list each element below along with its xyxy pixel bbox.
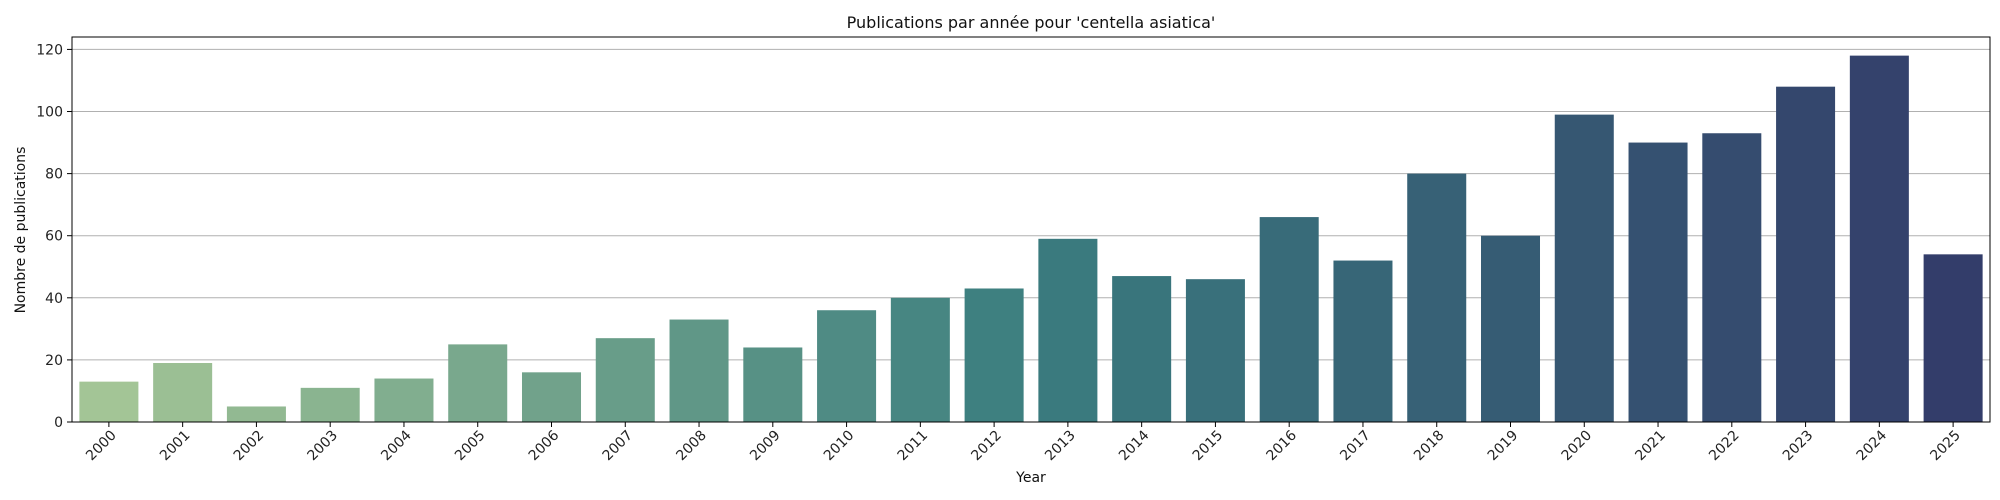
x-tick-label: 2023 xyxy=(1780,428,1817,465)
y-tick-label: 120 xyxy=(36,42,63,58)
bar-2017 xyxy=(1333,260,1393,422)
x-axis-ticks: 2000 2001 2002 2003 2004 2005 2006 2007 2008 2009… xyxy=(83,422,1964,464)
x-tick-label: 2013 xyxy=(1042,428,1079,465)
x-tick-label: 2025 xyxy=(1927,428,1964,465)
x-tick-label: 2016 xyxy=(1264,427,1301,464)
x-tick-label: 2021 xyxy=(1632,428,1669,465)
bar-2006 xyxy=(521,372,582,422)
y-axis-ticks: 0 20 40 60 80 100 120 xyxy=(36,42,72,431)
x-tick-label: 2022 xyxy=(1706,428,1743,465)
x-tick-label: 2000 xyxy=(83,428,120,465)
bars xyxy=(79,55,1983,423)
bar-2010 xyxy=(817,310,877,422)
bar-2002 xyxy=(226,406,286,422)
x-axis-title: Year xyxy=(1015,470,1046,486)
y-tick-label: 60 xyxy=(45,229,63,245)
bar-2025 xyxy=(1923,254,1983,422)
y-tick-label: 40 xyxy=(45,291,63,307)
bar-2020 xyxy=(1554,114,1614,422)
bar-2013 xyxy=(1038,238,1098,422)
x-tick-label: 2018 xyxy=(1411,428,1448,465)
x-tick-label: 2007 xyxy=(600,428,637,465)
bar-2016 xyxy=(1259,217,1319,422)
x-tick-label: 2012 xyxy=(968,428,1005,465)
bar-2019 xyxy=(1480,235,1541,422)
x-tick-label: 2004 xyxy=(378,427,415,464)
bar-2021 xyxy=(1628,142,1688,422)
bar-2011 xyxy=(890,297,950,422)
bar-2008 xyxy=(669,319,729,422)
x-tick-label: 2010 xyxy=(821,428,858,465)
bar-2005 xyxy=(448,344,508,422)
bar-2000 xyxy=(79,381,139,422)
plot-frame xyxy=(71,36,1991,423)
y-tick-label: 0 xyxy=(54,415,63,431)
bar-2014 xyxy=(1112,276,1172,422)
bar-2004 xyxy=(374,378,434,422)
bar-2023 xyxy=(1776,86,1836,422)
bar-2001 xyxy=(153,363,213,422)
x-tick-label: 2015 xyxy=(1190,428,1227,465)
bar-2018 xyxy=(1407,173,1467,422)
x-tick-label: 2014 xyxy=(1116,427,1153,464)
bar-2024 xyxy=(1849,55,1909,423)
x-tick-label: 2017 xyxy=(1337,428,1374,465)
x-tick-label: 2024 xyxy=(1854,427,1891,464)
y-tick-label: 80 xyxy=(45,167,63,183)
x-tick-label: 2003 xyxy=(305,428,342,465)
x-tick-label: 2009 xyxy=(747,428,784,465)
bar-2015 xyxy=(1185,279,1245,422)
x-tick-label: 2006 xyxy=(526,427,563,464)
x-tick-label: 2008 xyxy=(673,428,710,465)
y-tick-label: 100 xyxy=(36,105,63,121)
x-tick-label: 2001 xyxy=(157,428,194,465)
bar-2007 xyxy=(595,338,655,422)
y-tick-label: 20 xyxy=(45,353,63,369)
x-tick-label: 2020 xyxy=(1559,428,1596,465)
x-tick-label: 2011 xyxy=(895,428,932,465)
y-axis-title: Nombre de publications xyxy=(13,147,29,314)
bar-2012 xyxy=(964,288,1024,422)
bar-2022 xyxy=(1702,133,1762,422)
x-tick-label: 2019 xyxy=(1485,428,1522,465)
bar-2009 xyxy=(743,347,803,422)
x-tick-label: 2005 xyxy=(452,428,489,465)
bar-2003 xyxy=(300,387,360,422)
chart-title: Publications par année pour 'centella as… xyxy=(847,13,1216,32)
grid-lines xyxy=(72,48,1990,423)
x-tick-label: 2002 xyxy=(231,428,268,465)
